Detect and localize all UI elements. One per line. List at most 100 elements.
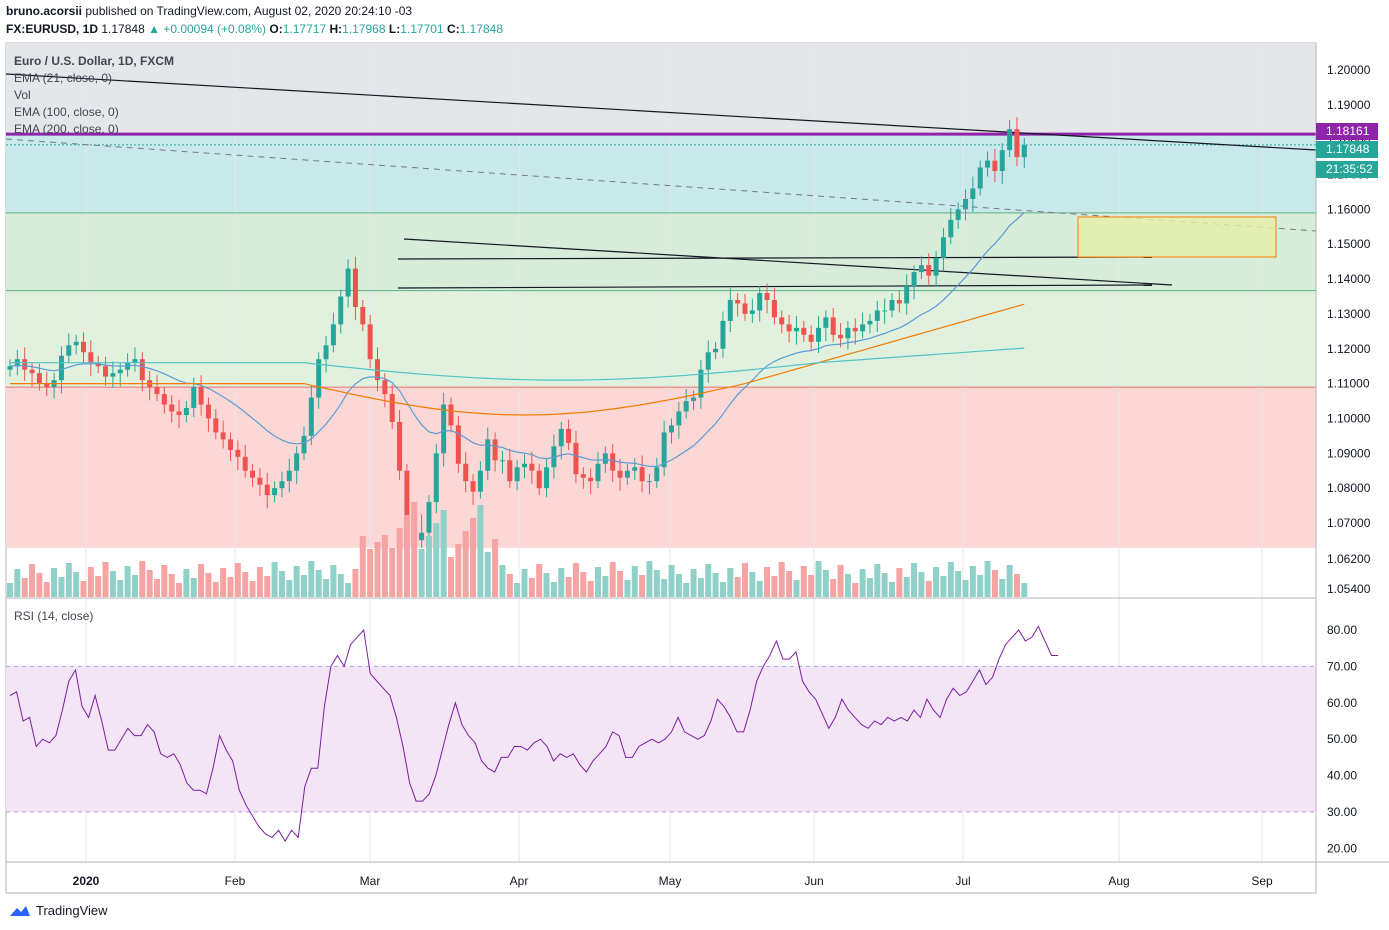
candle-body <box>250 470 256 478</box>
candle-body <box>977 167 983 189</box>
volume-bar <box>43 582 50 597</box>
candle-body <box>705 352 711 370</box>
candle-body <box>485 439 491 471</box>
volume-bar <box>690 569 697 597</box>
candle-body <box>176 411 182 415</box>
candle-body <box>940 237 946 259</box>
volume-bar <box>425 536 432 597</box>
candle-body <box>742 303 748 314</box>
high-label: H: <box>329 22 343 36</box>
x-tick-label: Mar <box>360 874 381 888</box>
zone-band-top <box>6 43 1316 135</box>
legend-ema100[interactable]: EMA (100, close, 0) <box>14 105 119 119</box>
volume-bar <box>675 574 682 597</box>
candle-body <box>81 341 86 353</box>
volume-bar <box>337 574 344 597</box>
trend-line <box>397 256 1153 260</box>
volume-bar <box>411 502 418 597</box>
volume-bar <box>631 566 638 597</box>
volume-bar <box>595 567 601 597</box>
y-tick-label: 1.07000 <box>1327 516 1371 530</box>
candle-body <box>323 345 329 360</box>
tradingview-logo[interactable]: TradingView <box>8 903 108 918</box>
candle-body <box>338 296 344 325</box>
candle-body <box>771 299 777 318</box>
candle-body <box>103 366 109 377</box>
tradingview-cloud-icon <box>10 905 30 916</box>
candle-body <box>352 268 358 307</box>
candle-body <box>375 359 380 381</box>
candle-body <box>801 327 807 335</box>
volume-bar <box>220 568 227 597</box>
candle-body <box>213 418 219 433</box>
candle-body <box>470 481 476 492</box>
y-tick-label: 1.16000 <box>1327 202 1371 216</box>
volume-bar <box>484 552 491 597</box>
volume-bar <box>73 572 80 597</box>
zone-band <box>6 290 1316 388</box>
volume-bar <box>234 563 241 597</box>
candle-body <box>58 355 64 381</box>
candle-body <box>749 310 755 314</box>
volume-bar <box>323 579 330 597</box>
x-tick-label: Apr <box>510 874 529 888</box>
publish-info: published on TradingView.com, August 02,… <box>85 4 413 18</box>
candle-body <box>867 320 873 325</box>
volume-bar <box>146 570 153 597</box>
candle-body <box>301 435 307 454</box>
x-tick-label: May <box>659 874 682 888</box>
volume-bar <box>609 562 616 597</box>
candle-body <box>242 456 248 471</box>
candle-body <box>838 334 844 339</box>
candle-body <box>889 299 895 311</box>
candle-body <box>228 439 233 450</box>
rsi-tick-label: 50.00 <box>1327 732 1357 746</box>
countdown-label: 21:35:52 <box>1326 162 1373 176</box>
candle-body <box>985 160 991 168</box>
volume-bar <box>36 573 43 597</box>
legend-ema200[interactable]: EMA (200, close, 0) <box>14 122 119 136</box>
candle-body <box>345 268 351 297</box>
candle-body <box>66 345 72 356</box>
legend-ema21[interactable]: EMA (21, close, 0) <box>14 71 113 85</box>
candle-body <box>595 463 601 482</box>
high-value: 1.17968 <box>342 22 386 36</box>
candle-body <box>713 348 719 353</box>
legend-vol[interactable]: Vol <box>14 88 31 102</box>
candle-body <box>522 463 527 468</box>
volume-bar <box>271 562 278 597</box>
candle-body <box>896 299 902 304</box>
volume-bar <box>800 566 807 597</box>
volume-bar <box>249 581 256 597</box>
candle-body <box>198 387 204 405</box>
rsi-band <box>6 666 1316 812</box>
candle-body <box>507 460 513 482</box>
candle-body <box>999 150 1005 172</box>
y-tick-label: 1.06200 <box>1327 552 1371 566</box>
candle-body <box>397 421 403 471</box>
volume-bar <box>969 566 976 597</box>
volume-bar <box>852 583 859 597</box>
volume-bar <box>771 576 778 597</box>
volume-bar <box>212 582 219 597</box>
volume-bar <box>830 579 837 597</box>
candle-body <box>683 401 689 412</box>
candle-body <box>220 432 226 440</box>
volume-bar <box>543 573 550 597</box>
close-value: 1.17848 <box>459 22 504 36</box>
chart-title[interactable]: Euro / U.S. Dollar, 1D, FXCM <box>14 54 175 68</box>
y-tick-label: 1.20000 <box>1327 63 1371 77</box>
legend-rsi[interactable]: RSI (14, close) <box>14 609 94 623</box>
candle-body <box>279 481 285 489</box>
publisher-name[interactable]: bruno.acorsii <box>6 4 83 18</box>
candle-body <box>735 299 741 304</box>
volume-bar <box>742 563 748 597</box>
volume-bar <box>749 572 756 597</box>
volume-bar <box>109 571 116 597</box>
candle-body <box>294 453 300 471</box>
candle-body <box>448 404 454 426</box>
volume-bar <box>896 568 903 597</box>
brand-label: TradingView <box>36 903 108 918</box>
candle-body <box>573 442 579 475</box>
volume-bar <box>51 568 58 597</box>
